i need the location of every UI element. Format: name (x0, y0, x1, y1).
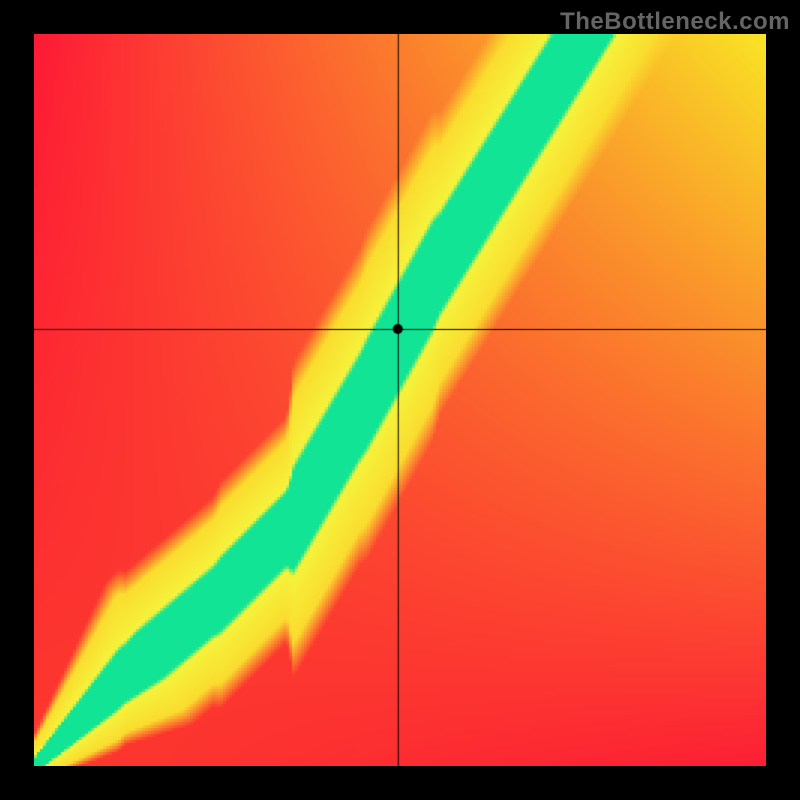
chart-container: TheBottleneck.com (0, 0, 800, 800)
bottleneck-heatmap (34, 34, 766, 766)
watermark-label: TheBottleneck.com (560, 8, 790, 36)
